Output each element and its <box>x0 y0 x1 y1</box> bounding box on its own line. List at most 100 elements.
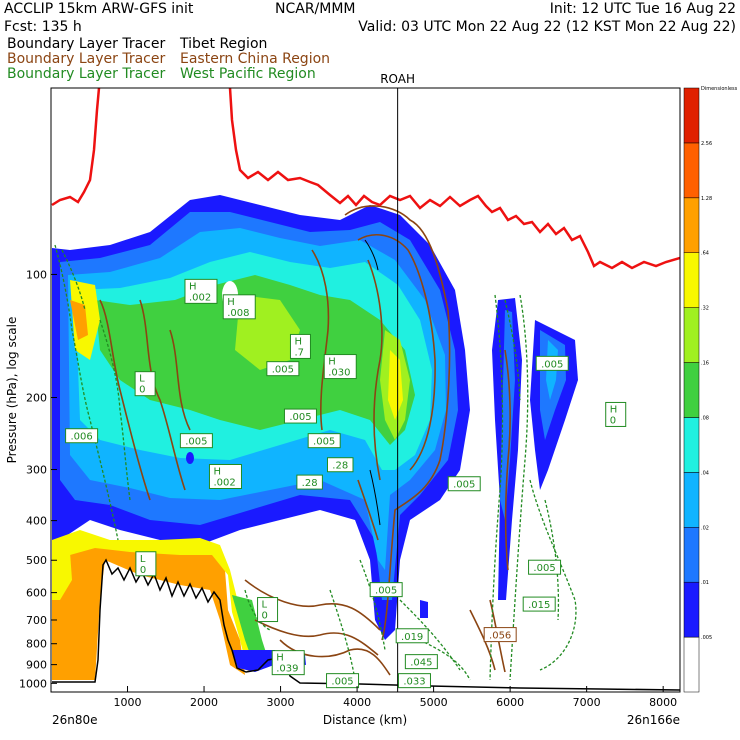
center-label: NCAR/MMM <box>275 1 356 17</box>
colorbar-swatch <box>683 307 700 363</box>
colorbar-swatch <box>683 87 700 144</box>
contour-label-box: .056 <box>483 627 517 643</box>
valid-time: Valid: 03 UTC Mon 22 Aug 22 (12 KST Mon … <box>358 19 736 35</box>
contour-label-frame <box>135 551 157 577</box>
contour-label-frame <box>257 597 279 623</box>
x-tick-label: 3000 <box>267 696 295 709</box>
contour-label-frame <box>397 673 431 689</box>
y-axis-title: Pressure (hPa), log scale <box>5 317 19 464</box>
colorbar-swatch <box>683 252 700 308</box>
contour-label-box: .019 <box>395 628 429 644</box>
x-endpoint-right: 26n166e <box>627 713 680 727</box>
contour-label-value: 0 <box>140 565 146 576</box>
contour-label-box: .005 <box>369 582 403 598</box>
contour-label-value: .008 <box>227 308 249 319</box>
contour-label-letter: H <box>227 297 235 308</box>
legend-prefix: Boundary Layer Tracer <box>7 51 165 67</box>
contour-label-value: .005 <box>453 480 475 491</box>
contour-label-frame <box>369 582 403 598</box>
colorbar-level-label: .01 <box>701 580 709 586</box>
legend-region-eastern-china: Eastern China Region <box>180 51 330 67</box>
contour-label-frame <box>483 627 517 643</box>
contour-label-frame <box>535 355 569 371</box>
contour-label-letter: L <box>262 600 268 611</box>
contour-label-value: .005 <box>331 677 353 688</box>
colorbar-swatch <box>683 197 700 253</box>
contour-label-box: .005 <box>283 408 317 424</box>
roah-marker-label: ROAH <box>380 72 415 86</box>
contour-label-box: H.039 <box>271 650 305 676</box>
contour-label-value: .7 <box>294 347 304 358</box>
colorbar-swatch <box>683 417 700 473</box>
contour-label-value: 0 <box>610 415 616 426</box>
colorbar-level-label: .08 <box>701 415 709 421</box>
contour-label-box: .005 <box>266 361 300 377</box>
colorbar-swatch <box>683 472 700 528</box>
contour-label-frame <box>528 559 562 575</box>
colorbar-level-label: .02 <box>701 525 709 531</box>
contour-label-letter: L <box>139 374 145 385</box>
contour-label-box: H.008 <box>222 294 256 320</box>
contour-label-value: .015 <box>528 600 550 611</box>
colorbar-swatch <box>683 362 700 418</box>
contour-labels: H.002 H.008H.7.005H.030.005L0H0.005.005.0… <box>65 278 627 689</box>
colorbar-swatch <box>683 142 700 199</box>
contour-label-frame <box>266 361 300 377</box>
contour-label-value: 0 <box>262 611 268 622</box>
y-axis: 100 200 300 400 500 600 700 800 900 1000 <box>19 268 57 690</box>
contour-label-value: .056 <box>489 631 511 642</box>
contour-label-value: .005 <box>289 412 311 423</box>
contour-label-box: L0 <box>257 597 279 623</box>
contour-label-box: .015 <box>522 596 556 612</box>
contour-label-frame <box>65 428 99 444</box>
y-tick-label: 800 <box>26 638 47 651</box>
contour-label-value: .005 <box>375 586 397 597</box>
y-tick-label: 200 <box>26 392 47 405</box>
x-tick-label: 8000 <box>649 696 677 709</box>
init-time: Init: 12 UTC Tue 16 Aug 22 <box>550 1 736 17</box>
colorbar-swatch <box>683 636 700 693</box>
contour-label-box: .006 <box>65 428 99 444</box>
contour-label-value: .030 <box>328 368 350 379</box>
y-tick-label: 400 <box>26 515 47 528</box>
contour-label-frame <box>395 628 429 644</box>
model-title: ACCLIP 15km ARW-GFS init <box>4 1 194 17</box>
contour-label-box: H.7 <box>289 333 311 359</box>
x-tick-label: 5000 <box>420 696 448 709</box>
contour-label-box: H.002 <box>184 278 218 304</box>
red-contour-line <box>51 88 680 270</box>
contour-label-box: .033 <box>397 673 431 689</box>
y-tick-label: 1000 <box>19 677 47 690</box>
contour-label-frame <box>134 371 156 397</box>
surface-tracer-west <box>52 530 282 680</box>
contour-label-value: .002 <box>189 292 211 303</box>
x-axis: 1000 2000 3000 4000 5000 6000 7000 8000 <box>114 686 677 709</box>
legend-region-tibet: Tibet Region <box>179 36 267 52</box>
contour-label-value: 0 <box>139 385 145 396</box>
contour-label-box: L0 <box>134 371 156 397</box>
plot-frame <box>50 87 681 693</box>
colorbar: .005 .01 .02 .04 .08 .16 .32 .64 1.28 2.56 Dimensi… <box>683 86 738 693</box>
x-axis-title: Distance (km) <box>323 713 407 727</box>
colorbar-level-label: .16 <box>701 361 709 367</box>
contour-label-frame <box>179 433 213 449</box>
y-tick-label: 500 <box>26 554 47 567</box>
contour-label-letter: H <box>189 281 197 292</box>
contour-label-value: .005 <box>313 437 335 448</box>
contour-label-letter: H <box>276 653 284 664</box>
tracer-plume <box>52 195 470 640</box>
contour-label-box: L0 <box>135 551 157 577</box>
x-tick-label: 7000 <box>573 696 601 709</box>
y-tick-label: 100 <box>26 268 47 281</box>
contour-label-box: H.030 <box>323 354 357 380</box>
contour-label-value: .28 <box>302 478 318 489</box>
contour-label-value: .033 <box>403 677 425 688</box>
contour-label-box: .28 <box>326 457 354 473</box>
contour-label-box: .005 <box>179 433 213 449</box>
contour-label-frame <box>184 278 218 304</box>
contour-label-frame <box>605 401 627 427</box>
x-tick-label: 4000 <box>343 696 371 709</box>
y-tick-label: 300 <box>26 464 47 477</box>
contour-label-frame <box>447 476 481 492</box>
colorbar-level-label: Dimensionless <box>701 86 738 92</box>
